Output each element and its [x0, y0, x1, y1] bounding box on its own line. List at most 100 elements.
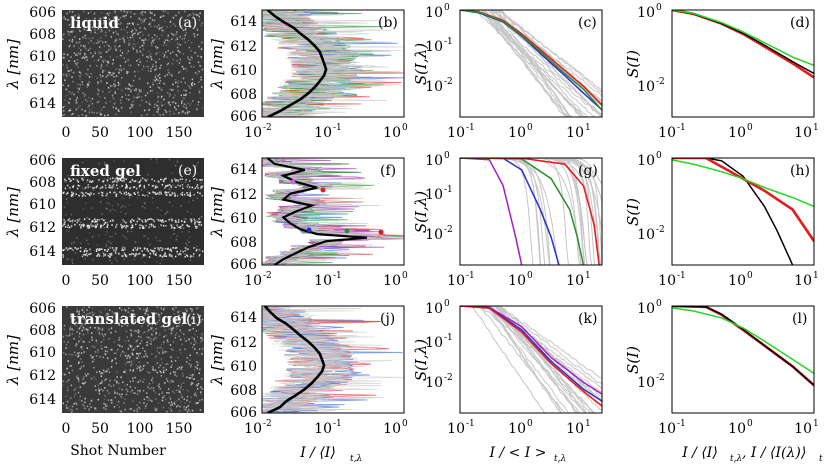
speckle — [117, 344, 119, 346]
speckle — [128, 197, 131, 199]
speckle — [129, 36, 132, 39]
speckle — [114, 19, 116, 21]
speckle — [161, 104, 163, 107]
speckle — [133, 79, 135, 82]
ytick-f-612: 612 — [230, 187, 257, 203]
speckle — [157, 402, 160, 405]
speckle — [103, 407, 105, 409]
speckle — [173, 233, 175, 235]
speckle — [75, 41, 78, 43]
speckle — [143, 402, 145, 404]
speckle — [182, 316, 184, 318]
speckle — [112, 96, 114, 99]
speckle — [180, 227, 182, 229]
speckle — [71, 410, 73, 413]
speckle — [92, 314, 94, 316]
speckle — [80, 352, 83, 354]
speckle — [142, 48, 145, 51]
speckle — [200, 48, 203, 50]
speckle — [123, 197, 125, 200]
speckle — [174, 374, 176, 376]
speckle — [187, 389, 189, 392]
speckle — [176, 46, 179, 49]
speckle — [104, 97, 106, 99]
speckle — [100, 55, 102, 58]
speckle — [142, 226, 144, 228]
speckle — [135, 88, 137, 90]
speckle — [184, 112, 186, 114]
speckle — [94, 17, 96, 20]
speckle — [115, 107, 117, 109]
ytick-f-608: 608 — [230, 235, 257, 251]
speckle — [141, 219, 143, 222]
speckle — [155, 331, 158, 334]
speckle — [182, 111, 184, 113]
speckle — [159, 219, 162, 222]
speckle — [144, 407, 147, 409]
speckle — [132, 400, 134, 403]
speckle — [174, 360, 177, 362]
speckle — [121, 249, 123, 251]
speckle — [102, 369, 105, 372]
speckle — [131, 218, 133, 221]
speckle — [178, 398, 180, 400]
speckle — [176, 368, 179, 370]
speckle — [166, 73, 169, 76]
speckle — [163, 54, 166, 56]
speckle — [178, 325, 180, 327]
speckle — [106, 250, 108, 252]
speckle — [198, 255, 200, 257]
speckle — [114, 257, 117, 260]
speckle — [91, 56, 93, 58]
speckle — [138, 335, 140, 338]
speckle — [124, 253, 126, 256]
speckle — [148, 34, 150, 37]
speckle — [121, 180, 124, 182]
speckle — [126, 26, 128, 28]
speckle — [97, 349, 99, 351]
speckle — [98, 58, 101, 60]
speckle — [84, 397, 86, 400]
speckle — [184, 337, 186, 340]
speckle — [96, 112, 98, 114]
speckle — [188, 188, 190, 190]
speckle — [130, 103, 133, 106]
speckle — [120, 395, 122, 398]
speckle — [127, 225, 129, 227]
speckle — [123, 160, 125, 163]
speckle — [151, 19, 154, 21]
speckle — [113, 406, 116, 408]
speckle — [189, 235, 191, 238]
axes-box-d — [671, 9, 815, 118]
speckle — [85, 48, 87, 50]
speckle — [66, 226, 69, 228]
speckle — [155, 355, 157, 358]
speckle — [185, 104, 187, 106]
speckle — [65, 75, 68, 77]
speckle — [147, 82, 149, 85]
speckle — [67, 30, 69, 33]
speckle — [175, 53, 177, 56]
speckle — [84, 93, 87, 96]
speckle — [137, 345, 140, 347]
gray-ccdf-curve — [460, 158, 602, 264]
speckle — [194, 52, 196, 54]
speckle — [154, 185, 157, 188]
speckle — [156, 161, 158, 164]
speckle — [83, 28, 86, 31]
speckle — [152, 249, 154, 252]
speckle — [164, 192, 166, 194]
speckle — [122, 245, 124, 247]
speckle — [115, 38, 117, 41]
speckle — [70, 247, 73, 250]
speckle — [168, 392, 170, 394]
ytick-d-1e0: 10 0 — [637, 3, 662, 21]
speckle — [158, 27, 161, 30]
speckle — [136, 51, 138, 53]
speckle — [149, 243, 151, 246]
speckle — [119, 99, 122, 101]
gray-ccdf-curve — [460, 306, 587, 413]
speckle — [97, 89, 100, 91]
speckle — [141, 220, 144, 223]
svg-text:0: 0 — [747, 271, 753, 281]
